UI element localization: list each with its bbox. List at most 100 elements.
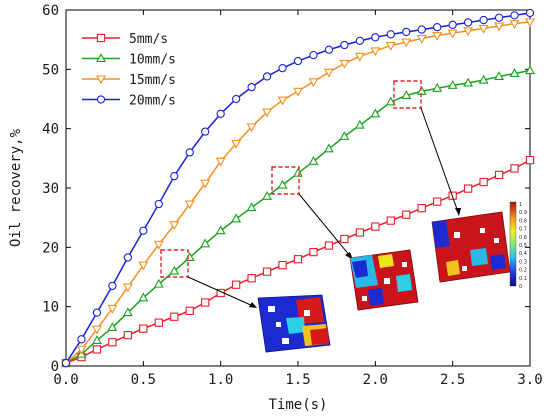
- legend-marker-3: [96, 95, 106, 104]
- data-point-10mm/s-16: [308, 155, 319, 165]
- data-point-15mm/s-6: [153, 240, 164, 250]
- data-point-10mm/s-4: [122, 307, 133, 317]
- data-point-5mm/s-5: [139, 324, 148, 333]
- data-point-5mm/s-19: [355, 228, 365, 237]
- data-point-15mm/s-14: [277, 96, 288, 106]
- data-point-10mm/s-10: [215, 225, 226, 235]
- data-point-10mm/s-12: [246, 202, 257, 212]
- y-tick-label: 30: [42, 181, 59, 197]
- data-point-15mm/s-25: [447, 29, 458, 39]
- x-tick-label: 2.0: [363, 372, 388, 388]
- data-point-20mm/s-6: [154, 199, 163, 209]
- data-point-20mm/s-22: [402, 27, 411, 37]
- annotation-arrowhead-3: [455, 208, 461, 216]
- saturation-inset-2: [349, 249, 419, 311]
- colorbar-tick-label: 0.3: [519, 259, 527, 265]
- data-point-15mm/s-27: [478, 24, 489, 34]
- data-point-10mm/s-3: [107, 322, 118, 331]
- data-point-15mm/s-5: [138, 261, 149, 271]
- y-tick-label: 40: [42, 122, 59, 138]
- data-point-15mm/s-19: [354, 52, 365, 62]
- data-point-15mm/s-15: [293, 87, 303, 97]
- data-point-5mm/s-28: [494, 170, 504, 180]
- data-point-20mm/s-2: [92, 308, 102, 317]
- data-point-15mm/s-23: [416, 34, 427, 44]
- data-point-15mm/s-1: [76, 345, 87, 355]
- data-point-20mm/s-5: [139, 226, 148, 235]
- data-point-15mm/s-11: [231, 139, 242, 149]
- data-point-20mm/s-20: [371, 33, 380, 42]
- data-point-5mm/s-14: [278, 260, 287, 270]
- data-point-20mm/s-21: [386, 30, 395, 39]
- data-point-20mm/s-29: [510, 11, 519, 20]
- colorbar-tick-label: 0.7: [519, 227, 527, 233]
- data-point-15mm/s-17: [323, 68, 334, 78]
- legend-marker-2: [96, 75, 106, 85]
- annotation-arrow-2: [298, 193, 351, 257]
- data-point-15mm/s-20: [370, 47, 381, 57]
- data-point-20mm/s-23: [417, 25, 426, 34]
- data-point-20mm/s-10: [216, 109, 225, 118]
- data-point-5mm/s-4: [123, 330, 133, 340]
- data-point-5mm/s-27: [479, 177, 488, 187]
- colorbar-tick-label: 1: [519, 202, 522, 208]
- data-point-5mm/s-11: [231, 280, 241, 289]
- data-point-20mm/s-8: [185, 148, 194, 157]
- data-point-10mm/s-2: [91, 335, 102, 345]
- data-point-20mm/s-27: [479, 15, 488, 25]
- data-point-20mm/s-28: [494, 13, 504, 22]
- data-point-10mm/s-29: [509, 68, 520, 78]
- x-tick-label: 0.5: [131, 372, 156, 388]
- data-point-15mm/s-24: [432, 31, 443, 41]
- data-point-10mm/s-13: [262, 190, 273, 200]
- data-point-5mm/s-9: [201, 298, 210, 307]
- data-point-10mm/s-26: [463, 77, 474, 87]
- data-point-20mm/s-26: [463, 18, 473, 27]
- data-point-5mm/s-8: [185, 306, 194, 315]
- saturation-inset-3: [431, 211, 511, 283]
- data-point-20mm/s-3: [108, 281, 117, 291]
- data-point-5mm/s-13: [262, 267, 272, 276]
- x-tick-label: 0.0: [53, 372, 78, 388]
- data-point-10mm/s-23: [416, 85, 427, 95]
- y-axis-label: Oil recovery,%: [8, 128, 24, 247]
- data-point-20mm/s-4: [123, 253, 133, 262]
- data-point-15mm/s-9: [200, 179, 211, 189]
- data-point-20mm/s-9: [201, 127, 210, 136]
- annotation-arrow-1: [187, 276, 254, 307]
- data-point-5mm/s-15: [293, 255, 303, 264]
- data-point-15mm/s-13: [262, 108, 273, 118]
- data-point-10mm/s-18: [339, 131, 350, 140]
- data-point-15mm/s-30: [525, 18, 535, 28]
- data-point-5mm/s-29: [510, 164, 519, 173]
- legend-label: 5mm/s: [129, 32, 168, 47]
- data-point-10mm/s-20: [370, 108, 381, 118]
- data-point-10mm/s-28: [494, 71, 505, 81]
- data-point-20mm/s-13: [262, 72, 272, 81]
- data-point-15mm/s-8: [184, 200, 195, 210]
- data-point-20mm/s-19: [355, 36, 365, 46]
- data-point-10mm/s-11: [231, 213, 242, 223]
- data-point-15mm/s-4: [122, 283, 133, 293]
- annotation-box-2: [271, 166, 300, 195]
- data-point-20mm/s-30: [525, 8, 535, 18]
- data-point-15mm/s-28: [494, 22, 505, 32]
- data-point-20mm/s-1: [77, 335, 86, 344]
- data-point-15mm/s-22: [401, 38, 412, 48]
- y-tick-label: 60: [42, 3, 59, 19]
- colorbar-tick-labels: 1 0.9 0.8 0.7 0.6 0.5 0.4 0.3 0.2 0.1 0: [519, 202, 527, 290]
- data-point-10mm/s-21: [385, 96, 396, 106]
- series-markers: [61, 8, 535, 369]
- y-tick-label: 50: [42, 62, 59, 78]
- colorbar-tick-label: 0.2: [519, 268, 527, 274]
- data-point-5mm/s-20: [371, 222, 380, 231]
- data-point-10mm/s-25: [447, 80, 458, 89]
- data-point-10mm/s-6: [153, 278, 164, 288]
- x-tick-label: 2.5: [440, 372, 465, 388]
- data-point-20mm/s-11: [231, 94, 241, 104]
- data-point-20mm/s-0: [61, 358, 71, 368]
- legend: 5mm/s 10mm/s 15mm/s 20mm/s: [82, 32, 176, 109]
- x-tick-label: 3.0: [517, 372, 542, 388]
